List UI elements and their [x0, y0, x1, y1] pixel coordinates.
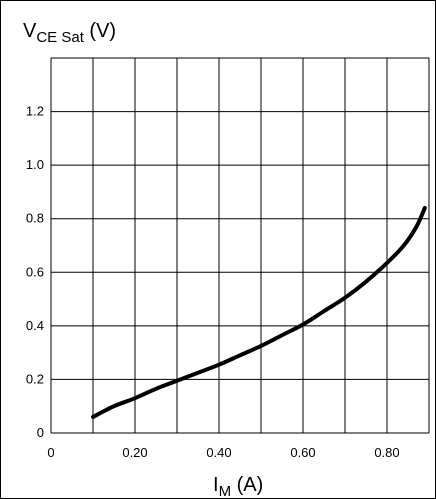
series-line	[91, 206, 427, 419]
x-axis-title: IM (A)	[213, 474, 263, 499]
y-tick-label: 0.6	[26, 264, 44, 279]
y-tick-label: 1.0	[26, 157, 44, 172]
series-layer	[91, 206, 427, 419]
x-tick-label: 0.20	[122, 445, 147, 460]
y-tick-label: 0.2	[26, 371, 44, 386]
tick-labels: 0 0.2 0.4 0.6 0.8 1.0 1.2 0 0.20 0.40 0.60 0.80	[26, 104, 400, 460]
x-tick-label: 0	[47, 445, 54, 460]
y-tick-label: 0.4	[26, 318, 44, 333]
y-tick-label: 1.2	[26, 104, 44, 119]
grid	[50, 57, 430, 434]
y-tick-label: 0.8	[26, 211, 44, 226]
y-axis-title: VCE Sat (V)	[23, 20, 116, 46]
y-tick-label: 0	[37, 425, 44, 440]
x-tick-label: 0.60	[290, 445, 315, 460]
x-tick-label: 0.40	[206, 445, 231, 460]
x-tick-label: 0.80	[374, 445, 399, 460]
